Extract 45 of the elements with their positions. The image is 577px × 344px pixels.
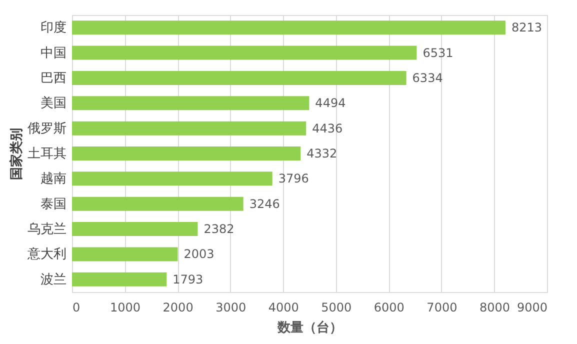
x-tick-label: 4000 bbox=[268, 300, 299, 314]
data-label: 2382 bbox=[204, 222, 234, 236]
x-tick-label: 1000 bbox=[110, 300, 141, 314]
bar bbox=[72, 121, 306, 136]
x-tick-label: 0 bbox=[72, 300, 80, 314]
data-label: 3246 bbox=[249, 196, 280, 211]
y-tick-label: 印度 bbox=[40, 20, 66, 36]
data-label: 6531 bbox=[422, 46, 454, 60]
x-tick-label: 8000 bbox=[479, 300, 510, 314]
data-label: 3796 bbox=[278, 172, 309, 186]
y-tick-label: 中国 bbox=[40, 46, 66, 61]
y-tick-label: 美国 bbox=[40, 95, 66, 112]
x-tick-label: 2000 bbox=[162, 300, 194, 314]
x-tick-label: 7000 bbox=[426, 300, 458, 314]
data-label: 1793 bbox=[172, 272, 204, 286]
data-label: 4494 bbox=[315, 96, 346, 110]
data-label: 4332 bbox=[306, 146, 338, 160]
bar bbox=[72, 46, 417, 60]
y-tick-label: 乌克兰 bbox=[28, 222, 66, 238]
bar bbox=[72, 196, 244, 211]
bar bbox=[72, 96, 310, 110]
y-tick-label: 越南 bbox=[40, 172, 66, 187]
y-tick-label: 泰国 bbox=[40, 196, 66, 212]
x-tick-label: 6000 bbox=[374, 300, 404, 314]
y-tick-label: 巴西 bbox=[40, 70, 66, 86]
data-label: 8213 bbox=[511, 20, 542, 35]
bar bbox=[72, 247, 178, 262]
y-tick-label: 意大利 bbox=[26, 247, 66, 262]
y-axis-title: 国家类别 bbox=[8, 128, 24, 180]
bar bbox=[72, 272, 167, 286]
data-label: 4436 bbox=[312, 121, 343, 136]
bar bbox=[72, 70, 406, 85]
bar bbox=[72, 172, 272, 186]
x-tick-label: 9000 bbox=[516, 300, 548, 314]
x-tick-label: 3000 bbox=[216, 300, 246, 314]
y-tick-label: 土耳其 bbox=[28, 146, 66, 162]
x-tick-label: 5000 bbox=[321, 300, 352, 314]
bar bbox=[72, 20, 506, 35]
bar bbox=[72, 222, 198, 236]
y-tick-label: 俄罗斯 bbox=[28, 121, 66, 136]
x-axis-title: 数量（台） bbox=[276, 320, 342, 336]
data-label: 6334 bbox=[412, 70, 443, 85]
y-tick-label: 波兰 bbox=[40, 272, 66, 288]
bar bbox=[72, 146, 301, 160]
data-label: 2003 bbox=[184, 247, 214, 262]
